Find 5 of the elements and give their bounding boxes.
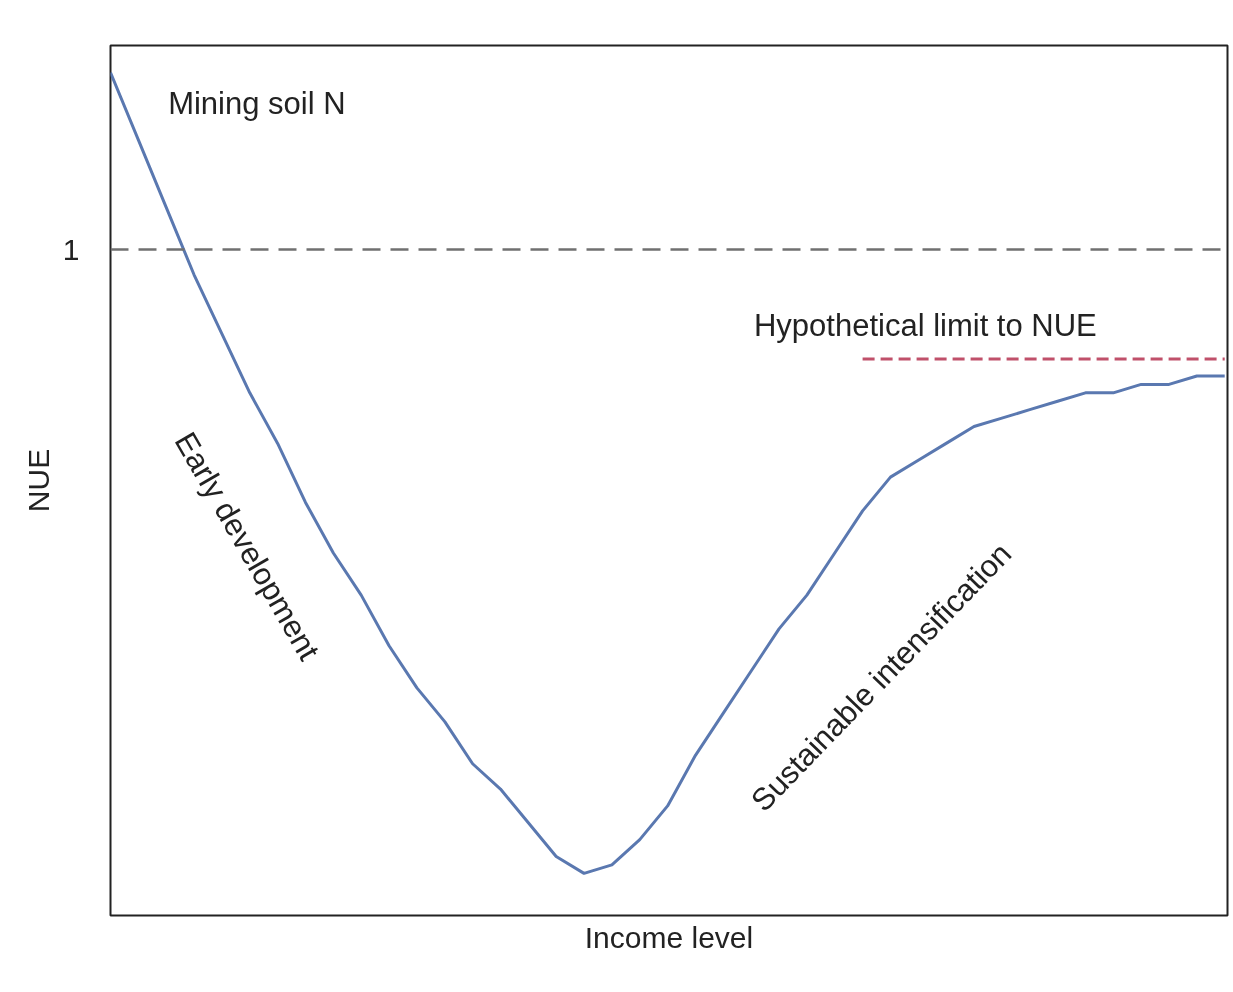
ref-line-label: 1 xyxy=(62,232,80,266)
annotation: Hypothetical limit to NUE xyxy=(753,307,1097,343)
annotation: Mining soil N xyxy=(168,86,346,122)
y-axis-title: NUE xyxy=(21,448,55,513)
x-axis-title: Income level xyxy=(584,920,754,954)
